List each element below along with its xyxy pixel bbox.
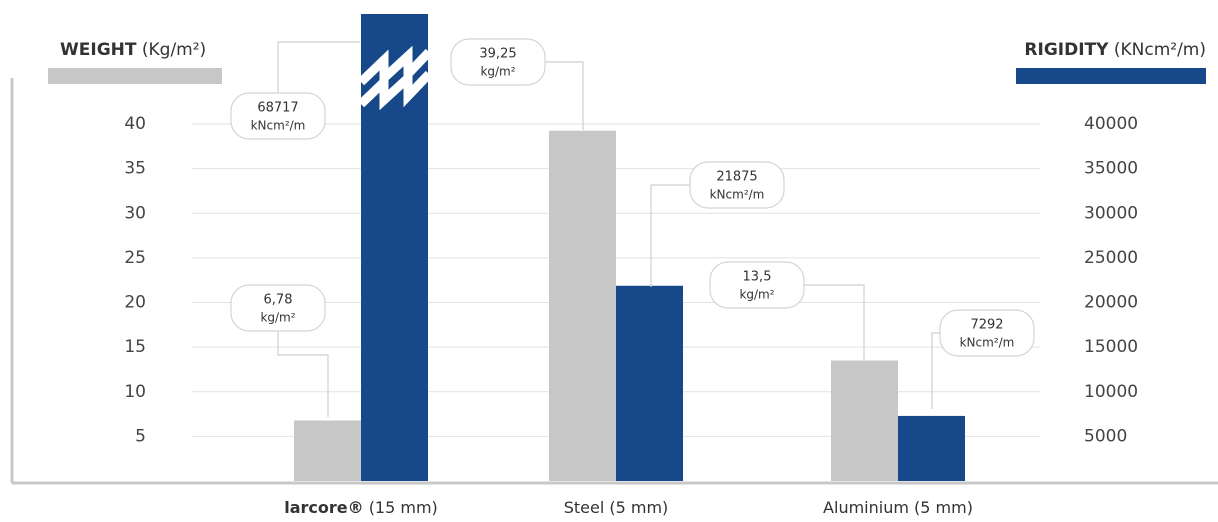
category-note: (15 mm) [369,498,438,517]
y2-tick-label: 35000 [1084,159,1138,179]
legend-swatch [1016,68,1206,84]
y2-axis-title: RIGIDITY (KNcm²/m) [1024,40,1206,60]
callout-bubble [939,309,1035,357]
x-tick-label: Steel (5 mm) [564,498,669,517]
y2-tick-label: 30000 [1084,203,1138,223]
leader-line [545,61,584,130]
category-name: larcore® [284,498,363,517]
value-unit: kNcm²/m [251,119,306,133]
category-note: (5 mm) [914,498,973,517]
decor: 6,78 kg/m² 68717 kNcm²/m larcore® (15 mm) 39,… [48,38,1206,517]
value-label: 68717 [257,101,298,116]
value-label: 7292 [970,318,1003,333]
y-tick-label: 30 [124,203,146,223]
y-axis-name: WEIGHT [60,40,137,60]
bar [549,130,616,481]
y-tick-label: 15 [124,337,146,357]
legend-swatch [48,68,222,84]
value-label: 6,78 [264,293,293,308]
callout-bubble [450,38,546,86]
y-tick-label: 25 [124,248,146,268]
value-unit: kNcm²/m [960,336,1015,350]
y2-axis-name: RIGIDITY [1024,40,1109,60]
y2-tick-label: 25000 [1084,248,1138,268]
category-note: (5 mm) [609,498,668,517]
value-unit: kNcm²/m [710,188,765,202]
bar [831,360,898,481]
y2-tick-label: 5000 [1084,426,1127,446]
y2-axis-unit: (KNcm²/m) [1114,40,1206,60]
bar [616,285,683,481]
bar [294,420,361,481]
y-tick-label: 35 [124,159,146,179]
leader-line [277,331,329,417]
category-name: Steel [564,498,605,517]
callout-bubble [230,284,326,332]
bar [898,415,965,481]
y2-tick-label: 20000 [1084,293,1138,313]
y-axis-title: WEIGHT (Kg/m²) [60,40,206,60]
y2-tick-label: 10000 [1084,382,1138,402]
value-label: 21875 [716,170,757,185]
y-tick-label: 40 [124,114,146,134]
value-unit: kg/m² [480,65,515,79]
callout-bubble [230,92,326,140]
leader-line [931,332,940,409]
y-tick-label: 10 [124,382,146,402]
category-name: Aluminium [823,498,909,517]
y2-tick-label: 15000 [1084,337,1138,357]
y2-tick-label: 40000 [1084,114,1138,134]
callout-bubble [709,261,805,309]
axis-break [357,67,433,111]
leader-line [804,284,865,362]
leader-line [650,184,690,287]
x-tick-label: larcore® (15 mm) [284,498,438,517]
y-tick-label: 5 [135,426,146,446]
value-label: 13,5 [743,270,772,285]
y-tick-label: 20 [124,293,146,313]
value-label: 39,25 [479,47,516,62]
x-tick-label: Aluminium (5 mm) [823,498,973,517]
value-unit: kg/m² [739,288,774,302]
callout-bubble [689,161,785,209]
value-unit: kg/m² [260,311,295,325]
y-axis-unit: (Kg/m²) [142,40,206,60]
leader-line [277,41,360,93]
